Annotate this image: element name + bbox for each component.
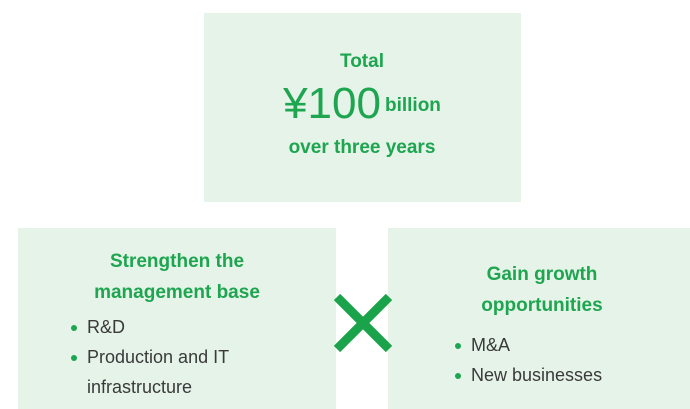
left-title: management base [94, 282, 260, 303]
left-box [18, 228, 336, 409]
bullet-dot [455, 343, 461, 349]
top-amount-line: ¥100 billion [282, 79, 441, 128]
left-bullet: infrastructure [87, 377, 192, 397]
top-box [204, 13, 521, 202]
bullet-dot [455, 373, 461, 379]
right-bullet: New businesses [471, 365, 602, 385]
right-title: Gain growth [487, 264, 598, 285]
right-title: opportunities [481, 295, 602, 316]
left-title: Strengthen the [110, 251, 244, 272]
left-bullet: R&D [87, 317, 125, 337]
top-line3: over three years [289, 137, 436, 158]
right-box [388, 228, 690, 409]
amount: ¥100 [282, 79, 381, 128]
left-bullet: Production and IT [87, 347, 229, 367]
top-line1: Total [340, 51, 384, 72]
bullet-dot [71, 325, 77, 331]
cross-mark [333, 293, 393, 353]
bullet-dot [71, 355, 77, 361]
right-bullet: M&A [471, 335, 510, 355]
unit: billion [385, 95, 441, 116]
